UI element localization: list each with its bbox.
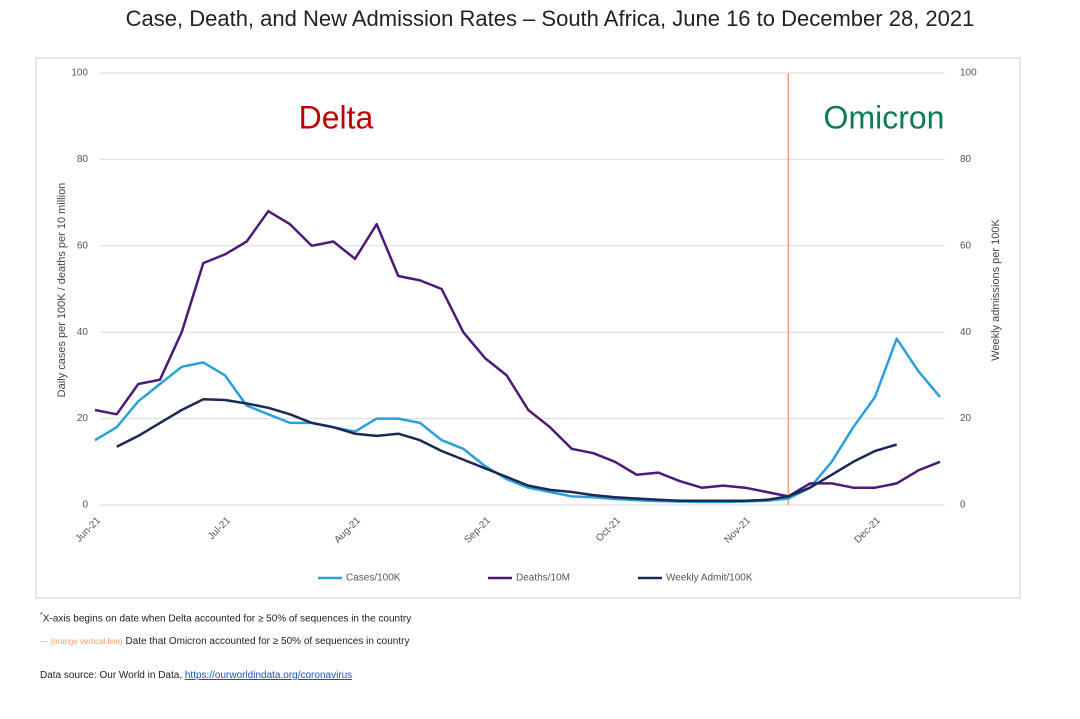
annotation: Delta — [299, 99, 374, 135]
y2-axis-label: Weekly admissions per 100K — [990, 219, 1002, 361]
legend-label: Deaths/10M — [516, 573, 570, 584]
y-tick-label: 40 — [77, 327, 89, 338]
footnote-text: X-axis begins on date when Delta account… — [42, 613, 412, 625]
footnote: *X-axis begins on date when Delta accoun… — [40, 612, 411, 624]
chart-frame — [35, 57, 1021, 599]
legend-label: Cases/100K — [346, 573, 401, 584]
legend-label: Weekly Admit/100K — [666, 573, 753, 584]
x-tick-label: Jun-21 — [74, 515, 104, 545]
x-tick-label: Oct-21 — [594, 515, 623, 544]
y2-tick-label: 40 — [960, 327, 972, 338]
y2-tick-label: 80 — [960, 154, 972, 165]
y-tick-label: 80 — [77, 154, 89, 165]
series-line — [116, 397, 898, 502]
x-tick-label: Nov-21 — [722, 515, 753, 546]
source-text: Data source: Our World in Data, — [40, 670, 185, 681]
footnote: Data source: Our World in Data, https://… — [40, 670, 352, 681]
x-tick-label: Sep-21 — [462, 515, 493, 546]
x-tick-label: Aug-21 — [332, 515, 363, 546]
chart-title: Case, Death, and New Admission Rates – S… — [126, 6, 975, 31]
annotation: Omicron — [824, 99, 945, 135]
footnote: — (orange vertical line) Date that Omicr… — [40, 636, 409, 647]
y-tick-label: 20 — [77, 413, 89, 424]
series-line — [94, 209, 941, 498]
y2-tick-label: 20 — [960, 413, 972, 424]
x-tick-label: Jul-21 — [206, 515, 233, 542]
y-tick-label: 0 — [82, 500, 88, 511]
y2-tick-label: 60 — [960, 240, 972, 251]
y-tick-label: 100 — [71, 68, 88, 79]
source-link[interactable]: https://ourworldindata.org/coronavirus — [184, 670, 353, 681]
footnote-text: Date that Omicron accounted for ≥ 50% of… — [125, 636, 410, 647]
x-tick-label: Dec-21 — [852, 515, 883, 546]
series-line — [94, 337, 941, 504]
footnote-mark: * — [40, 612, 43, 619]
footnote-key: — (orange vertical line) — [40, 637, 123, 646]
y-axis-label: Daily cases per 100K / deaths per 10 mil… — [56, 183, 68, 398]
y-tick-label: 60 — [77, 240, 89, 251]
y2-tick-label: 0 — [960, 500, 966, 511]
y2-tick-label: 100 — [960, 68, 977, 79]
